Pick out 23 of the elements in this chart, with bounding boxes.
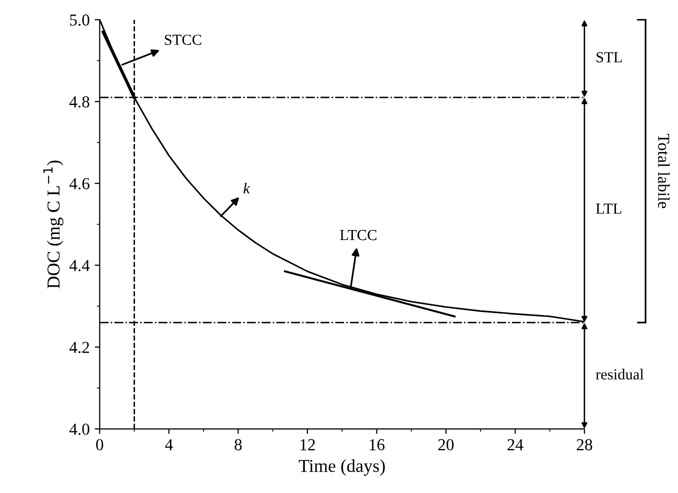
x-tick-label: 4 bbox=[165, 439, 173, 450]
text: Total labile bbox=[658, 134, 670, 208]
text: residual bbox=[596, 368, 644, 380]
y-tick-label: 4.6 bbox=[69, 178, 90, 190]
x-tick-label: 8 bbox=[234, 439, 242, 450]
x-tick-label: 16 bbox=[370, 439, 385, 450]
x-tick-label: 0 bbox=[96, 439, 104, 450]
y-tick-label: 4.8 bbox=[69, 96, 90, 108]
text: STL bbox=[596, 52, 622, 62]
x-axis-title: Time (days) bbox=[298, 459, 385, 476]
y-tick-label: 5.0 bbox=[70, 14, 90, 26]
x-tick-label: 24 bbox=[508, 439, 524, 450]
y-tick-label: 4.2 bbox=[69, 342, 90, 354]
text: LTL bbox=[596, 204, 622, 214]
annotation: STCC bbox=[164, 34, 202, 45]
x-tick-label: 28 bbox=[576, 439, 592, 450]
y-tick-label: 4.4 bbox=[69, 260, 90, 272]
x-tick-label: 12 bbox=[300, 439, 315, 450]
annotation: LTCC bbox=[340, 230, 376, 240]
y-tick-label: 4.0 bbox=[69, 424, 90, 435]
annotation: k bbox=[244, 182, 250, 194]
y-axis-title: DOC (mg C L$^{−1}$) bbox=[43, 160, 64, 288]
x-tick-label: 20 bbox=[438, 439, 454, 450]
